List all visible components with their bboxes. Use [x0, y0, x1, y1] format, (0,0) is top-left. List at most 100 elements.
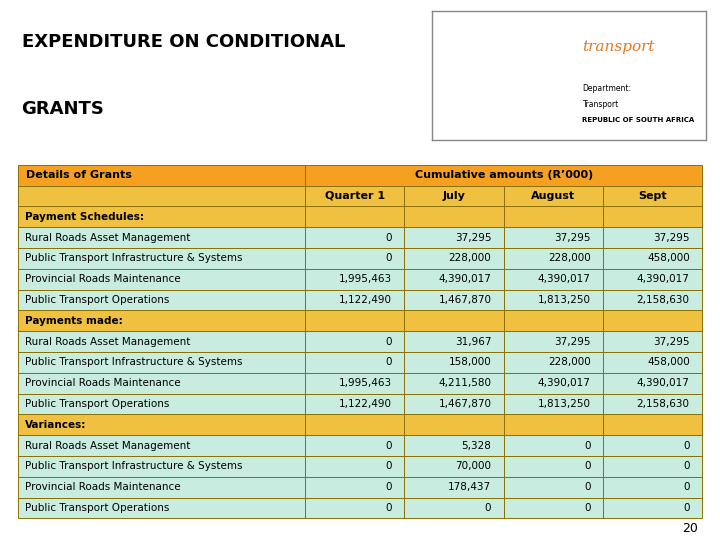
Bar [504, 435, 603, 456]
Text: Public Transport Operations: Public Transport Operations [24, 295, 169, 305]
Text: Cumulative amounts (R’000): Cumulative amounts (R’000) [415, 170, 593, 180]
Bar [504, 206, 603, 227]
Bar [405, 186, 504, 206]
Bar [305, 414, 405, 435]
Bar [305, 227, 405, 248]
Text: 0: 0 [683, 482, 690, 492]
Bar [305, 435, 405, 456]
Text: 37,295: 37,295 [455, 233, 491, 242]
Text: 0: 0 [683, 503, 690, 513]
Bar [405, 289, 504, 310]
Text: 1,122,490: 1,122,490 [339, 399, 392, 409]
Bar [18, 289, 305, 310]
Text: transport: transport [582, 40, 655, 54]
Bar [305, 352, 405, 373]
Text: 0: 0 [386, 461, 392, 471]
Text: 1,467,870: 1,467,870 [438, 399, 491, 409]
Bar [603, 352, 702, 373]
Text: 0: 0 [683, 461, 690, 471]
Bar [405, 331, 504, 352]
Text: 158,000: 158,000 [449, 357, 491, 367]
Bar [405, 456, 504, 477]
Text: 1,122,490: 1,122,490 [339, 295, 392, 305]
Text: Variances:: Variances: [24, 420, 86, 430]
Text: 0: 0 [386, 233, 392, 242]
Text: 1,813,250: 1,813,250 [538, 399, 590, 409]
Text: Public Transport Operations: Public Transport Operations [24, 503, 169, 513]
Text: August: August [531, 191, 575, 201]
Bar [603, 310, 702, 331]
Text: 37,295: 37,295 [653, 233, 690, 242]
Text: 458,000: 458,000 [647, 357, 690, 367]
Bar [18, 310, 305, 331]
Text: Provincial Roads Maintenance: Provincial Roads Maintenance [24, 482, 181, 492]
Text: 37,295: 37,295 [653, 336, 690, 347]
Text: 178,437: 178,437 [449, 482, 491, 492]
Bar [405, 352, 504, 373]
Bar [405, 310, 504, 331]
Text: 0: 0 [584, 441, 590, 450]
Text: Public Transport Infrastructure & Systems: Public Transport Infrastructure & System… [24, 461, 243, 471]
Bar [405, 206, 504, 227]
Text: Provincial Roads Maintenance: Provincial Roads Maintenance [24, 274, 181, 284]
Bar [305, 477, 405, 497]
Text: 31,967: 31,967 [455, 336, 491, 347]
Bar [405, 227, 504, 248]
Text: 4,390,017: 4,390,017 [636, 378, 690, 388]
Text: 0: 0 [386, 503, 392, 513]
Bar [504, 414, 603, 435]
Bar [504, 310, 603, 331]
Text: 1,467,870: 1,467,870 [438, 295, 491, 305]
Bar [18, 206, 305, 227]
Text: 37,295: 37,295 [554, 336, 590, 347]
Text: 2,158,630: 2,158,630 [636, 399, 690, 409]
Bar [603, 414, 702, 435]
Bar [504, 227, 603, 248]
Text: REPUBLIC OF SOUTH AFRICA: REPUBLIC OF SOUTH AFRICA [582, 117, 695, 123]
Text: Public Transport Infrastructure & Systems: Public Transport Infrastructure & System… [24, 253, 243, 264]
Bar [603, 497, 702, 518]
Bar [18, 497, 305, 518]
Text: Rural Roads Asset Management: Rural Roads Asset Management [24, 233, 190, 242]
Bar [305, 206, 405, 227]
Text: Provincial Roads Maintenance: Provincial Roads Maintenance [24, 378, 181, 388]
Bar [18, 331, 305, 352]
Text: July: July [443, 191, 466, 201]
Text: 228,000: 228,000 [548, 253, 590, 264]
Bar [305, 331, 405, 352]
Text: 2,158,630: 2,158,630 [636, 295, 690, 305]
Text: 20: 20 [683, 522, 698, 535]
Text: Payment Schedules:: Payment Schedules: [24, 212, 144, 222]
Bar [18, 477, 305, 497]
Bar [305, 394, 405, 414]
Bar [504, 373, 603, 394]
Text: 4,390,017: 4,390,017 [538, 274, 590, 284]
Text: 0: 0 [584, 503, 590, 513]
Bar [305, 248, 405, 269]
Bar [504, 352, 603, 373]
Text: 4,390,017: 4,390,017 [438, 274, 491, 284]
Bar [504, 394, 603, 414]
Text: Payments made:: Payments made: [24, 316, 122, 326]
Bar [504, 477, 603, 497]
Text: 1,995,463: 1,995,463 [339, 274, 392, 284]
Text: Public Transport Infrastructure & Systems: Public Transport Infrastructure & System… [24, 357, 243, 367]
Bar [603, 289, 702, 310]
Bar [504, 269, 603, 289]
Text: 228,000: 228,000 [548, 357, 590, 367]
Text: 1,813,250: 1,813,250 [538, 295, 590, 305]
Text: Transport: Transport [582, 99, 618, 109]
Bar [504, 289, 603, 310]
Bar [305, 497, 405, 518]
Bar [18, 248, 305, 269]
Bar [603, 394, 702, 414]
Bar [603, 373, 702, 394]
Bar [603, 331, 702, 352]
Bar [305, 165, 702, 186]
Text: 228,000: 228,000 [449, 253, 491, 264]
Text: 5,328: 5,328 [462, 441, 491, 450]
Bar [603, 186, 702, 206]
Bar [18, 414, 305, 435]
Bar [504, 331, 603, 352]
Bar [603, 248, 702, 269]
